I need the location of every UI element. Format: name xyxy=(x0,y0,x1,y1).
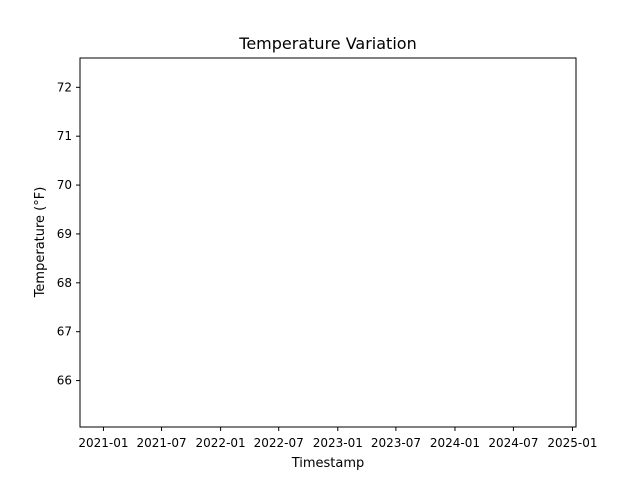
y-axis: 66 67 68 69 70 71 72 xyxy=(57,80,80,388)
y-tick-label: 67 xyxy=(57,325,72,339)
y-tick-label: 72 xyxy=(57,80,72,94)
x-tick-label: 2021-01 xyxy=(78,436,128,450)
plot-area xyxy=(79,57,577,428)
y-tick-label: 66 xyxy=(57,374,72,388)
x-tick-label: 2021-07 xyxy=(136,436,186,450)
y-tick-label: 71 xyxy=(57,129,72,143)
x-tick-label: 2024-07 xyxy=(488,436,538,450)
x-tick-label: 2024-01 xyxy=(430,436,480,450)
x-axis-label: Timestamp xyxy=(291,456,365,471)
y-tick-label: 68 xyxy=(57,276,72,290)
x-tick-label: 2022-07 xyxy=(254,436,304,450)
x-axis: 2021-01 2021-07 2022-01 2022-07 2023-01 2023-… xyxy=(78,427,598,450)
y-tick-label: 69 xyxy=(57,227,72,241)
chart-title: Temperature Variation xyxy=(238,34,416,53)
x-tick-label: 2023-07 xyxy=(371,436,421,450)
y-axis-label: Temperature (°F) xyxy=(33,187,48,299)
y-tick-label: 70 xyxy=(57,178,72,192)
x-tick-label: 2025-01 xyxy=(547,436,597,450)
x-tick-label: 2023-01 xyxy=(313,436,363,450)
x-tick-label: 2022-01 xyxy=(196,436,246,450)
